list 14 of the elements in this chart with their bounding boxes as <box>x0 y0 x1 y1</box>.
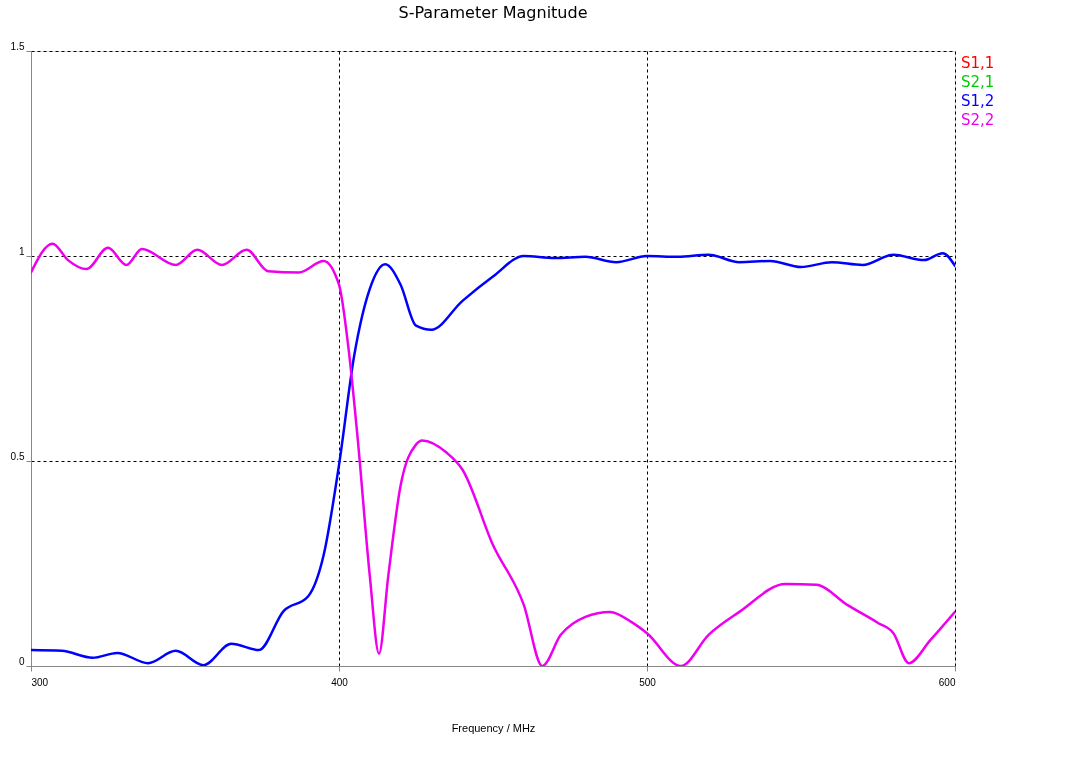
x-tick-label: 600 <box>938 676 956 688</box>
legend-label: S1,1 <box>961 54 995 72</box>
y-tick-label: 1.5 <box>10 40 25 52</box>
y-tick-label: 1 <box>18 245 25 257</box>
text: S1,2 <box>961 92 995 110</box>
y-tick-label: 0.5 <box>10 450 25 462</box>
x-tick-label: 500 <box>639 676 657 688</box>
x-tick-label: 300 <box>31 676 49 688</box>
chart-title: S-Parameter Magnitude <box>398 3 588 22</box>
x-axis-title: Frequency / MHz <box>451 721 536 734</box>
x-tick-label: 400 <box>331 676 349 688</box>
text: S2,2 <box>961 111 995 129</box>
y-tick-label: 0 <box>18 655 25 667</box>
legend-label: S2,1 <box>961 73 995 91</box>
